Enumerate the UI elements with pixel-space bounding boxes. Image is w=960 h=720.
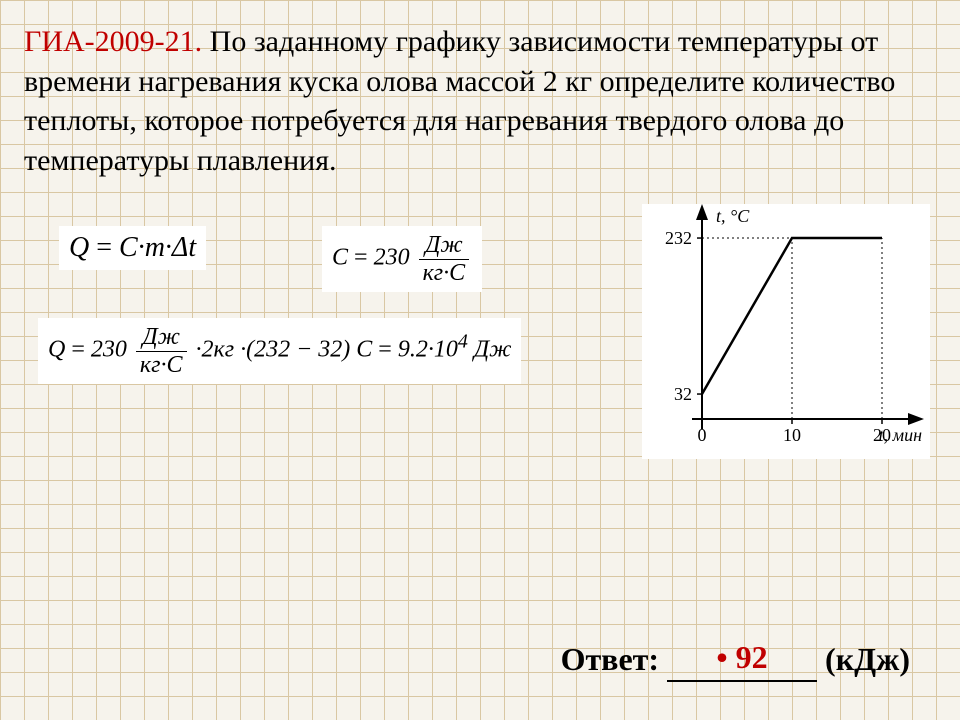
calc-result-unit: Дж — [474, 337, 512, 363]
answer-label: Ответ: — [561, 641, 659, 677]
c-frac-num: Дж — [419, 232, 470, 259]
svg-text:0: 0 — [698, 425, 707, 445]
svg-text:t, °C: t, °C — [716, 206, 750, 226]
answer-value: 92 — [716, 639, 767, 675]
svg-text:10: 10 — [783, 425, 801, 445]
svg-text:t, мин: t, мин — [879, 425, 922, 445]
formula-c-value: C = 230 Дж кг·C — [322, 226, 482, 292]
slide-content: ГИА-2009-21. По заданному графику зависи… — [0, 0, 960, 468]
formula-area: Q = C·m·Δt C = 230 Дж кг·C Q = 230 Дж кг… — [24, 208, 936, 468]
temperature-chart: 3223201020t, °Ct, мин — [642, 204, 930, 459]
calc-result: 9.2·10 — [398, 337, 458, 363]
chart-svg: 3223201020t, °Ct, мин — [642, 204, 930, 459]
svg-text:232: 232 — [665, 228, 692, 248]
answer-line: Ответ: 92 (кДж) — [561, 641, 910, 680]
formula-main-rhs: C·m·Δt — [119, 232, 196, 263]
c-num: 230 — [374, 245, 410, 271]
answer-unit: (кДж) — [825, 641, 910, 677]
c-frac-den: кг·C — [419, 260, 470, 286]
formula-calculation: Q = 230 Дж кг·C ·2кг ·(232 − 32) C = 9.2… — [38, 318, 521, 384]
calc-exp: 4 — [458, 331, 468, 353]
calc-unit-end: C — [356, 337, 372, 363]
problem-reference: ГИА-2009-21. — [24, 25, 202, 58]
calc-num: 230 — [91, 337, 127, 363]
problem-statement: ГИА-2009-21. По заданному графику зависи… — [24, 22, 936, 180]
formula-main: Q = C·m·Δt — [59, 226, 206, 270]
calc-mass: 2кг — [202, 337, 235, 363]
calc-frac-num: Дж — [136, 324, 187, 351]
calc-frac-den: кг·C — [136, 352, 187, 378]
c-var: C — [332, 245, 348, 271]
calc-delta: (232 − 32) — [246, 337, 350, 363]
formula-main-lhs: Q — [69, 232, 89, 263]
svg-text:32: 32 — [674, 384, 692, 404]
